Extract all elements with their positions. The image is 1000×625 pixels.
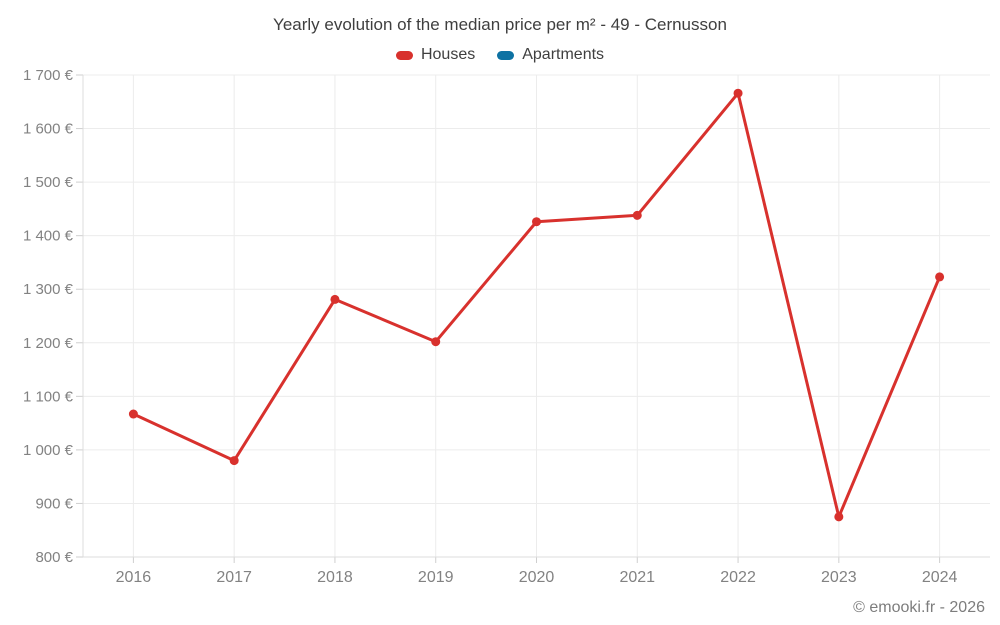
legend-item-houses[interactable]: Houses	[395, 46, 476, 64]
y-axis-label: 1 400 €	[23, 228, 74, 245]
x-axis-label: 2020	[519, 569, 555, 586]
y-axis-label: 1 200 €	[23, 335, 74, 352]
data-point-houses-2024[interactable]	[935, 272, 945, 282]
data-point-houses-2020[interactable]	[532, 217, 541, 227]
chart-legend: Houses Apartments	[0, 46, 1000, 64]
data-point-houses-2018[interactable]	[330, 294, 340, 304]
y-axis-label: 1 300 €	[23, 281, 74, 298]
x-axis-label: 2023	[821, 569, 857, 586]
chart-title: Yearly evolution of the median price per…	[273, 15, 727, 34]
legend-label-houses: Houses	[420, 46, 476, 63]
x-axis-label: 2024	[922, 569, 958, 586]
data-point-houses-2019[interactable]	[431, 337, 441, 347]
x-axis-label: 2016	[116, 569, 152, 586]
data-point-houses-2021[interactable]	[632, 210, 642, 220]
y-axis-label: 1 100 €	[23, 388, 74, 405]
y-axis-label: 1 600 €	[23, 121, 74, 138]
y-axis-label: 800 €	[35, 549, 73, 566]
y-axis-label: 1 500 €	[23, 174, 74, 191]
x-axis-label: 2019	[418, 569, 454, 586]
x-axis-label: 2018	[317, 569, 353, 586]
y-axis-label: 1 000 €	[23, 442, 74, 459]
apartments-swatch-icon	[497, 50, 515, 60]
data-point-houses-2022[interactable]	[733, 88, 743, 98]
x-axis-label: 2021	[619, 569, 655, 586]
legend-item-apartments[interactable]: Apartments	[497, 46, 604, 64]
data-point-houses-2016[interactable]	[128, 409, 138, 419]
y-axis-label: 1 700 €	[23, 67, 74, 84]
legend-label-apartments: Apartments	[522, 46, 605, 63]
watermark: © emooki.fr - 2026	[853, 599, 985, 616]
x-axis-label: 2017	[216, 569, 252, 586]
data-point-houses-2023[interactable]	[834, 512, 844, 522]
y-axis-label: 900 €	[35, 495, 73, 512]
x-axis-label: 2022	[720, 569, 756, 586]
houses-swatch-icon	[395, 50, 413, 60]
data-point-houses-2017[interactable]	[229, 456, 239, 466]
